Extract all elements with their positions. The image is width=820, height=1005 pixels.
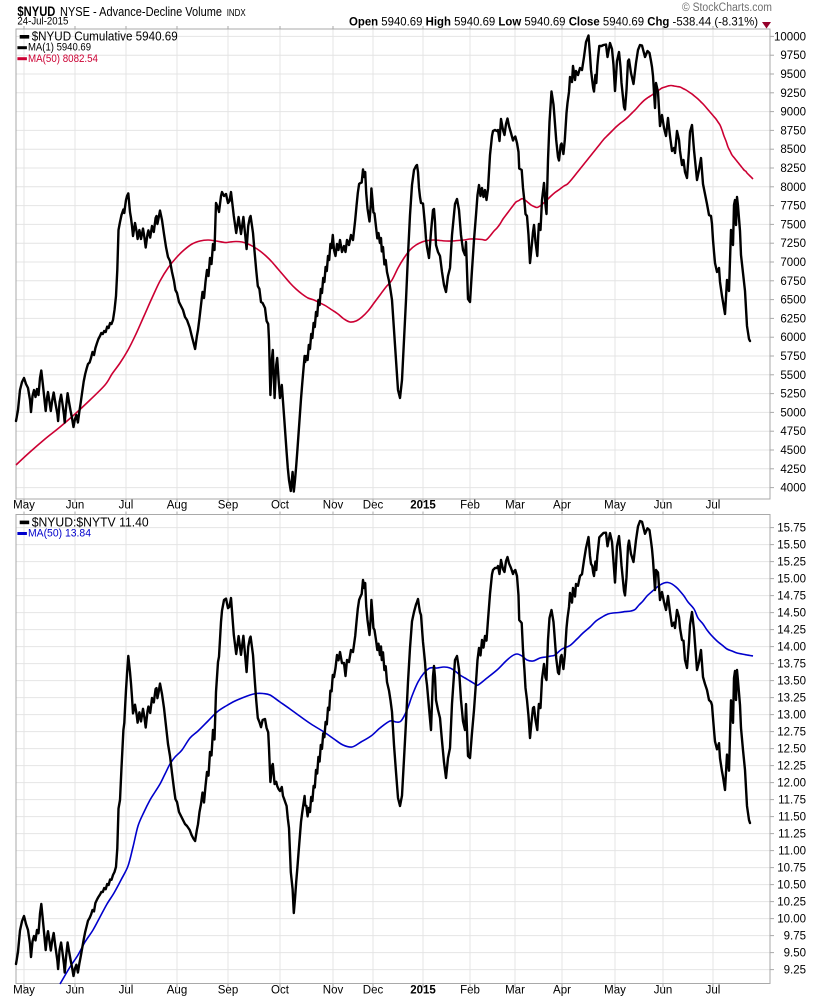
- svg-text:7000: 7000: [780, 257, 806, 269]
- svg-text:12.25: 12.25: [777, 761, 806, 773]
- svg-text:MA(50) 8082.54: MA(50) 8082.54: [28, 53, 98, 65]
- svg-text:9.75: 9.75: [784, 931, 806, 943]
- svg-text:15.75: 15.75: [777, 523, 806, 535]
- svg-text:2015: 2015: [410, 984, 436, 996]
- svg-text:Jul: Jul: [119, 984, 134, 996]
- svg-text:5250: 5250: [780, 389, 806, 401]
- svg-text:May: May: [604, 984, 626, 996]
- svg-text:7750: 7750: [780, 201, 806, 213]
- svg-text:MA(1) 5940.69: MA(1) 5940.69: [28, 42, 91, 54]
- svg-text:6500: 6500: [780, 295, 806, 307]
- svg-text:Jun: Jun: [66, 984, 85, 996]
- svg-text:Aug: Aug: [167, 499, 187, 511]
- svg-text:4000: 4000: [780, 483, 806, 495]
- svg-text:Jul: Jul: [119, 499, 134, 511]
- svg-text:$NYUD:$NYTV 11.40: $NYUD:$NYTV 11.40: [32, 514, 149, 529]
- svg-text:14.25: 14.25: [777, 625, 806, 637]
- svg-text:Feb: Feb: [460, 984, 480, 996]
- svg-text:Jul: Jul: [706, 984, 721, 996]
- svg-text:© StockCharts.com: © StockCharts.com: [682, 2, 772, 14]
- svg-text:May: May: [13, 499, 35, 511]
- svg-text:4250: 4250: [780, 464, 806, 476]
- svg-text:9000: 9000: [780, 107, 806, 119]
- svg-text:12.00: 12.00: [777, 778, 806, 790]
- svg-text:$NYUD Cumulative 5940.69: $NYUD Cumulative 5940.69: [32, 29, 178, 44]
- svg-text:10.25: 10.25: [777, 897, 806, 909]
- svg-text:15.50: 15.50: [777, 540, 806, 552]
- svg-text:Jul: Jul: [706, 499, 721, 511]
- svg-text:Feb: Feb: [460, 499, 480, 511]
- svg-text:Oct: Oct: [271, 499, 290, 511]
- svg-text:11.25: 11.25: [778, 829, 806, 841]
- svg-text:4500: 4500: [780, 445, 806, 457]
- svg-text:Open 5940.69 High 5940.69 Low: Open 5940.69 High 5940.69 Low 5940.69 Cl…: [349, 15, 758, 29]
- svg-text:7500: 7500: [780, 219, 806, 231]
- svg-text:9.50: 9.50: [784, 948, 806, 960]
- svg-text:13.00: 13.00: [777, 710, 806, 722]
- svg-text:10.50: 10.50: [777, 880, 806, 892]
- svg-text:8500: 8500: [780, 144, 806, 156]
- svg-text:Nov: Nov: [323, 984, 344, 996]
- svg-text:$NYUD: $NYUD: [17, 4, 55, 19]
- svg-text:10.75: 10.75: [777, 863, 806, 875]
- svg-text:12.75: 12.75: [777, 727, 806, 739]
- svg-text:12.50: 12.50: [777, 744, 806, 756]
- svg-text:6000: 6000: [780, 332, 806, 344]
- svg-text:NYSE - Advance-Decline Volume: NYSE - Advance-Decline Volume: [60, 5, 222, 19]
- svg-text:24-Jul-2015: 24-Jul-2015: [17, 16, 68, 28]
- svg-text:Apr: Apr: [553, 499, 571, 511]
- svg-text:6250: 6250: [780, 313, 806, 325]
- svg-text:May: May: [604, 499, 626, 511]
- svg-text:11.75: 11.75: [778, 795, 806, 807]
- svg-text:8250: 8250: [780, 163, 806, 175]
- svg-text:13.25: 13.25: [777, 693, 806, 705]
- svg-text:10.00: 10.00: [777, 914, 806, 926]
- svg-text:13.50: 13.50: [777, 676, 806, 688]
- svg-text:14.75: 14.75: [777, 591, 806, 603]
- svg-text:Sep: Sep: [218, 499, 238, 511]
- svg-text:Jun: Jun: [654, 499, 673, 511]
- svg-text:Jun: Jun: [654, 984, 673, 996]
- svg-text:Oct: Oct: [271, 984, 290, 996]
- svg-text:11.50: 11.50: [778, 812, 806, 824]
- svg-text:INDX: INDX: [227, 8, 246, 19]
- svg-text:14.50: 14.50: [777, 608, 806, 620]
- svg-text:15.25: 15.25: [777, 557, 806, 569]
- svg-text:Dec: Dec: [363, 499, 384, 511]
- svg-text:5750: 5750: [780, 351, 806, 363]
- svg-text:9250: 9250: [780, 88, 806, 100]
- svg-text:Apr: Apr: [553, 984, 571, 996]
- svg-text:8750: 8750: [780, 125, 806, 137]
- svg-text:9500: 9500: [780, 69, 806, 81]
- svg-text:Mar: Mar: [505, 984, 525, 996]
- svg-text:6750: 6750: [780, 276, 806, 288]
- svg-text:MA(50) 13.84: MA(50) 13.84: [28, 528, 91, 540]
- svg-text:Mar: Mar: [505, 499, 525, 511]
- svg-text:Aug: Aug: [167, 984, 187, 996]
- svg-text:10000: 10000: [774, 31, 806, 43]
- svg-text:5000: 5000: [780, 407, 806, 419]
- svg-text:8000: 8000: [780, 182, 806, 194]
- svg-text:9750: 9750: [780, 50, 806, 62]
- svg-text:11.00: 11.00: [778, 846, 806, 858]
- svg-text:7250: 7250: [780, 238, 806, 250]
- svg-text:14.00: 14.00: [777, 642, 806, 654]
- svg-text:2015: 2015: [410, 499, 436, 511]
- svg-text:Nov: Nov: [323, 499, 344, 511]
- svg-text:Jun: Jun: [66, 499, 85, 511]
- svg-text:Sep: Sep: [218, 984, 238, 996]
- svg-text:May: May: [13, 984, 35, 996]
- svg-text:13.75: 13.75: [777, 659, 806, 671]
- svg-text:5500: 5500: [780, 370, 806, 382]
- svg-text:9.25: 9.25: [784, 965, 806, 977]
- svg-text:Dec: Dec: [363, 984, 384, 996]
- svg-text:15.00: 15.00: [777, 574, 806, 586]
- svg-text:4750: 4750: [780, 426, 806, 438]
